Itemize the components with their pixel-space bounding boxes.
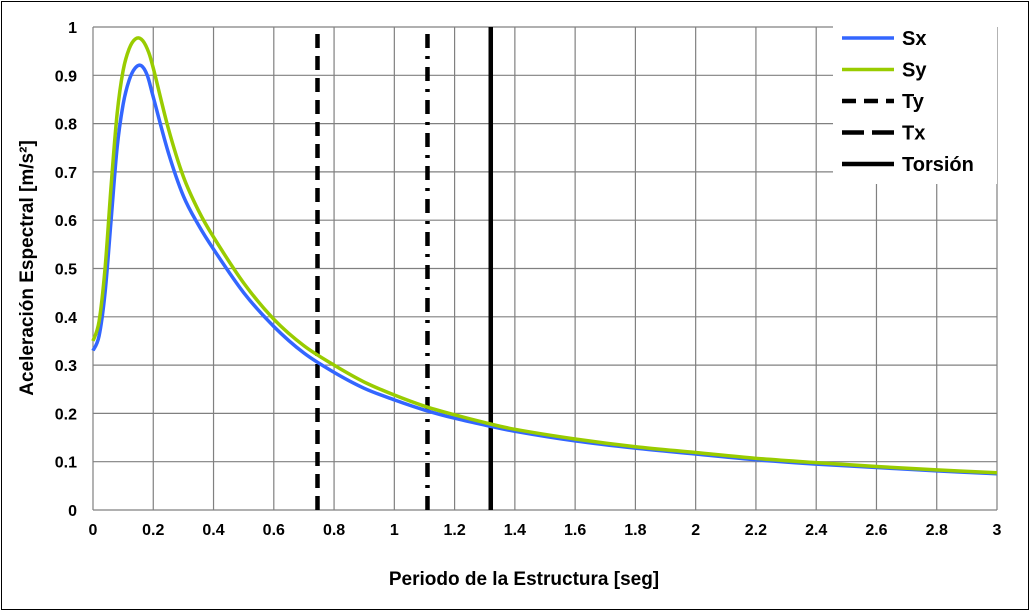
legend-label: Tx — [902, 123, 925, 145]
x-tick-label: 2 — [691, 522, 700, 539]
y-tick-label: 0 — [68, 503, 77, 520]
series-lines — [91, 36, 998, 476]
legend-label: Sx — [902, 28, 926, 50]
x-axis-ticks: 0 0.2 0.4 0.6 0.8 1 1.2 1.4 1.6 1.8 2 2.2 2.4 2.6 2.8 3 — [89, 522, 1002, 539]
y-tick-label: 0.5 — [55, 262, 77, 279]
y-tick-label: 0.4 — [55, 310, 77, 327]
x-tick-label: 1.2 — [443, 522, 465, 539]
x-tick-label: 1 — [390, 522, 399, 539]
x-tick-label: 0.6 — [263, 522, 285, 539]
x-tick-label: 0.2 — [142, 522, 164, 539]
x-tick-label: 1.8 — [624, 522, 646, 539]
y-axis-ticks: 0 0.1 0.2 0.3 0.4 0.5 0.6 0.7 0.8 0.9 1 — [55, 20, 77, 520]
legend-label: Ty — [902, 91, 925, 113]
x-tick-label: 2.8 — [926, 522, 948, 539]
y-tick-label: 0.1 — [55, 455, 77, 472]
y-tick-label: 0.2 — [55, 406, 77, 423]
x-tick-label: 2.6 — [865, 522, 887, 539]
y-axis-title: Aceleración Espectral [m/s²] — [17, 140, 38, 396]
x-tick-label: 1.4 — [504, 522, 526, 539]
x-tick-label: 2.2 — [745, 522, 767, 539]
legend-label: Sy — [902, 60, 927, 82]
x-tick-label: 3 — [993, 522, 1002, 539]
x-tick-label: 2.4 — [805, 522, 827, 539]
legend-label: Torsión — [902, 154, 974, 176]
y-tick-label: 0.3 — [55, 358, 77, 375]
series-line-sy — [91, 36, 998, 475]
y-tick-label: 0.6 — [55, 213, 77, 230]
legend-box — [833, 22, 997, 184]
y-tick-label: 0.9 — [55, 68, 77, 85]
chart-legend: Sx Sy Ty Tx Torsión — [833, 22, 997, 184]
x-tick-label: 1.6 — [564, 522, 586, 539]
x-tick-label: 0.4 — [202, 522, 224, 539]
x-tick-label: 0 — [89, 522, 98, 539]
y-tick-label: 1 — [68, 20, 77, 37]
x-axis-title: Periodo de la Estructura [seg] — [389, 569, 659, 590]
chart-grid — [92, 26, 998, 511]
x-tick-label: 0.8 — [323, 522, 345, 539]
y-tick-label: 0.8 — [55, 117, 77, 134]
y-tick-label: 0.7 — [55, 165, 77, 182]
period-markers — [315, 27, 494, 510]
